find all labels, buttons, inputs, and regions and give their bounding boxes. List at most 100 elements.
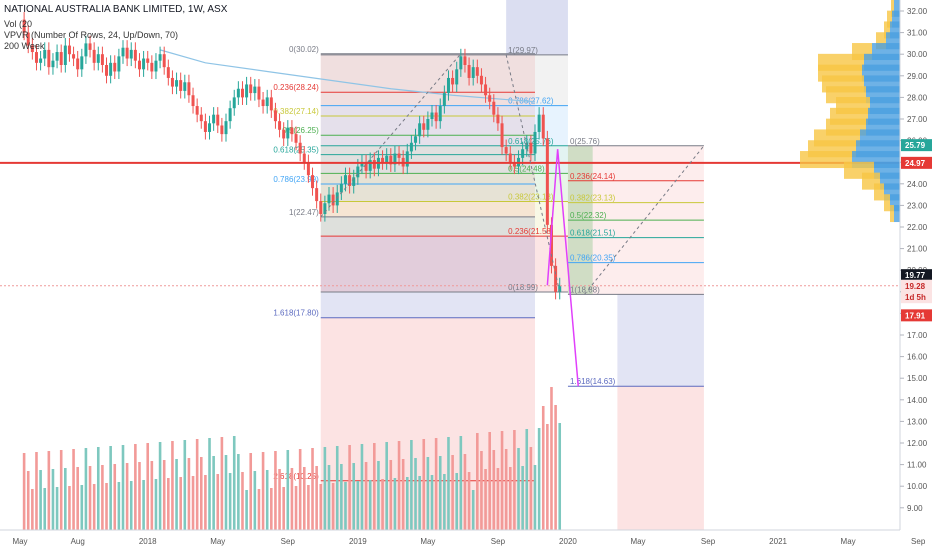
volume-bar	[113, 464, 117, 530]
candle-body	[343, 175, 347, 184]
fib-level-label: 0(25.76)	[570, 137, 600, 146]
volume-bar	[208, 438, 211, 530]
candle-body	[414, 136, 418, 143]
candle-body	[282, 129, 286, 139]
candle-body	[216, 114, 220, 126]
ma-200-line	[159, 49, 536, 103]
x-tick-label: 2020	[559, 537, 577, 546]
candle-body	[327, 194, 331, 204]
candle-body	[467, 65, 471, 78]
volume-bar	[64, 468, 67, 530]
candle-body	[459, 56, 463, 70]
candle-body	[368, 160, 372, 171]
candle-body	[39, 58, 43, 63]
candle-body	[183, 82, 187, 91]
volume-bar	[241, 472, 244, 530]
x-axis-background	[0, 530, 932, 550]
volume-bar	[554, 405, 557, 530]
y-tick-label: 16.00	[907, 353, 928, 362]
volume-bar	[381, 479, 384, 530]
volume-bar	[352, 463, 356, 530]
candle-body	[137, 60, 141, 70]
volume-bar	[76, 467, 79, 530]
x-tick-label: Aug	[71, 537, 85, 546]
fib-level-label: 0(18.99)	[508, 283, 538, 292]
fib-level-label: 0.382(27.14)	[273, 107, 319, 116]
volume-bar	[434, 438, 438, 530]
volume-indicator-label[interactable]: Vol (20	[4, 19, 33, 29]
fib-level-label: 0.618(21.51)	[570, 229, 616, 238]
y-tick-label: 13.00	[907, 417, 928, 426]
candle-body	[113, 62, 117, 72]
fib-level-label: 1(18.88)	[570, 285, 600, 294]
candle-body	[208, 123, 212, 132]
volume-bar	[175, 459, 178, 530]
volume-bar	[377, 461, 380, 530]
candle-body	[105, 65, 109, 76]
volume-bar	[253, 471, 257, 530]
price-label: 25.79	[905, 141, 926, 150]
vpvr-bar-up	[800, 151, 852, 169]
volume-bar	[286, 450, 290, 530]
y-tick-label: 12.00	[907, 439, 928, 448]
fib-b-connector	[505, 54, 561, 293]
y-tick-label: 14.00	[907, 396, 928, 405]
candle-body	[22, 19, 26, 33]
y-tick-label: 17.00	[907, 331, 928, 340]
candle-body	[166, 67, 170, 78]
volume-bar	[529, 447, 533, 530]
volume-bar	[249, 453, 253, 530]
x-tick-label: May	[210, 537, 225, 546]
volume-bar	[476, 433, 479, 530]
volume-bar	[105, 483, 108, 530]
volume-bar	[455, 473, 459, 530]
volume-bar	[323, 447, 327, 530]
volume-bar	[47, 451, 51, 530]
volume-bar	[356, 481, 360, 530]
candle-body	[533, 131, 537, 154]
candle-body	[249, 84, 253, 94]
candle-body	[442, 93, 446, 107]
volume-bar	[426, 457, 430, 530]
candle-body	[125, 47, 129, 59]
candle-body	[224, 121, 228, 135]
y-tick-label: 32.00	[907, 7, 928, 16]
candle-body	[315, 188, 319, 202]
volume-bar	[59, 450, 63, 530]
candle-body	[92, 49, 96, 63]
volume-bar	[389, 460, 393, 530]
x-tick-label: May	[420, 537, 435, 546]
volume-bar	[550, 387, 553, 530]
candle-body	[492, 101, 496, 115]
volume-bar	[307, 485, 310, 530]
candle-body	[72, 54, 76, 59]
candle-body	[348, 175, 352, 186]
volume-bar	[327, 465, 331, 530]
fib-level-label: 0.5(22.32)	[570, 211, 607, 220]
candle-body	[179, 80, 183, 91]
ma-indicator-label[interactable]: 200 Week	[4, 41, 45, 51]
vpvr-bar-up	[887, 10, 892, 28]
volume-bar	[129, 481, 133, 530]
price-label: 19.28	[905, 282, 926, 291]
volume-bar	[121, 445, 125, 530]
vpvr-bar-down	[890, 194, 900, 212]
candle-body	[203, 121, 207, 132]
candle-body	[319, 201, 323, 215]
vpvr-indicator-label[interactable]: VPVR (Number Of Rows, 24, Up/Down, 70)	[4, 30, 179, 40]
fib-level-label: 1.618(17.80)	[273, 309, 319, 318]
candle-body	[426, 119, 430, 130]
candle-body	[360, 162, 364, 167]
volume-bar	[311, 448, 314, 530]
volume-bar	[55, 487, 59, 530]
fib-level-label: 0.786(23.99)	[273, 175, 319, 184]
volume-bar	[480, 451, 483, 530]
fib-level-label: 0.236(24.14)	[570, 172, 616, 181]
candle-body	[76, 58, 80, 70]
volume-bar	[393, 478, 397, 530]
candle-body	[30, 45, 34, 53]
candle-body	[117, 56, 121, 72]
volume-bar	[471, 490, 475, 530]
fib-c-zone-bottom	[617, 386, 704, 530]
